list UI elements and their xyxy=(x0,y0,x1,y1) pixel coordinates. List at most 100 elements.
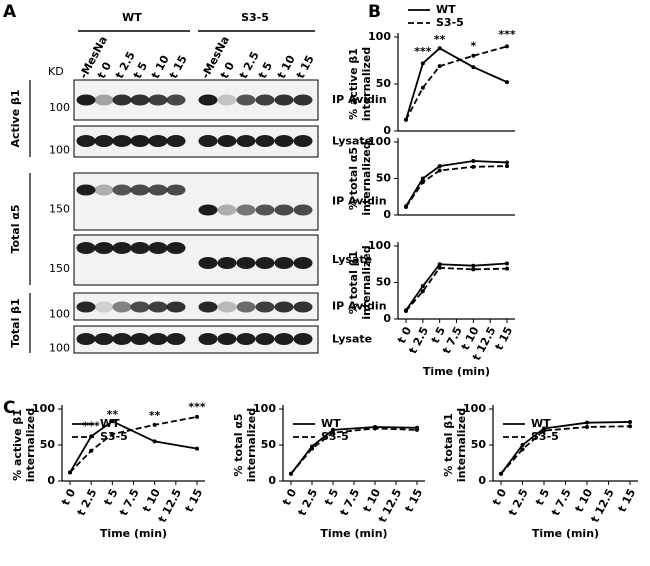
blot-band xyxy=(274,94,294,106)
series-line xyxy=(405,47,508,120)
y-tick-label: 50 xyxy=(376,77,392,90)
lane-label: t 15 xyxy=(294,53,317,81)
data-point xyxy=(404,204,408,209)
data-point xyxy=(437,164,442,169)
y-axis-label: internalized xyxy=(455,408,468,482)
data-point xyxy=(437,262,442,267)
blot-band xyxy=(255,204,275,216)
y-axis-label: internalized xyxy=(24,408,37,482)
lane-label: t 15 xyxy=(167,53,190,81)
blot-band xyxy=(217,333,237,345)
blot-band xyxy=(236,204,256,216)
y-tick-label: 50 xyxy=(376,276,392,289)
lane-label: t 10 xyxy=(275,53,298,81)
data-point xyxy=(373,426,377,431)
data-point xyxy=(289,471,293,476)
significance: ** xyxy=(107,408,119,421)
row-label: Active β1 xyxy=(9,89,22,147)
blot-band xyxy=(148,242,168,254)
data-point xyxy=(152,439,157,444)
blot-band xyxy=(274,333,294,345)
y-tick-label: 0 xyxy=(478,474,486,487)
blot-band xyxy=(198,333,218,345)
panel-label: B xyxy=(368,2,381,22)
x-tick-label: t 2.5 xyxy=(75,487,100,518)
blot-label: IP Avidin xyxy=(332,195,387,208)
data-point xyxy=(437,46,442,51)
data-point xyxy=(152,422,157,427)
panel-label: C xyxy=(3,398,15,418)
legend-label: S3-5 xyxy=(436,16,464,29)
data-point xyxy=(499,471,503,476)
series-line xyxy=(500,421,631,475)
x-tick-label: t 0 xyxy=(59,486,79,507)
x-tick-label: t 2.5 xyxy=(506,487,531,518)
blot-band xyxy=(76,333,96,345)
data-point xyxy=(585,420,589,425)
data-point xyxy=(420,61,425,66)
x-tick-label: t 15 xyxy=(492,325,515,353)
significance: *** xyxy=(498,28,516,41)
data-point xyxy=(195,446,199,451)
kd-marker: 150 xyxy=(49,203,70,216)
blot-band xyxy=(112,242,132,254)
blot-band xyxy=(293,94,313,106)
y-tick-label: 50 xyxy=(40,438,56,451)
data-point xyxy=(471,158,476,163)
blot-band xyxy=(255,135,275,147)
blot-box xyxy=(73,172,319,231)
data-point xyxy=(471,53,476,58)
y-axis-label: internalized xyxy=(360,47,373,121)
blot-band xyxy=(112,94,132,106)
blot-band xyxy=(293,257,313,269)
y-tick-label: 100 xyxy=(368,135,391,148)
blot-band xyxy=(236,333,256,345)
y-axis-label: internalized xyxy=(360,141,373,215)
y-tick-label: 0 xyxy=(383,124,391,137)
x-tick-label: t 7.5 xyxy=(549,487,574,518)
data-point xyxy=(437,265,442,270)
data-point xyxy=(505,266,509,271)
x-tick-label: t 5 xyxy=(322,487,341,508)
blot-band xyxy=(112,333,132,345)
lane-label: t 0 xyxy=(218,60,238,81)
blot-band xyxy=(274,204,294,216)
data-point xyxy=(542,428,546,433)
data-point xyxy=(505,164,509,169)
blot-band xyxy=(236,301,256,313)
group-label: WT xyxy=(122,11,142,24)
blot-band xyxy=(166,242,186,254)
data-point xyxy=(420,176,425,181)
blot-band xyxy=(76,94,96,106)
kd-marker: 100 xyxy=(49,144,70,157)
x-tick-label: t 0 xyxy=(280,486,300,507)
blot-band xyxy=(130,242,150,254)
legend-label: WT xyxy=(321,417,341,430)
blot-band xyxy=(293,204,313,216)
x-axis-label: Time (min) xyxy=(532,527,599,540)
blot-band xyxy=(293,135,313,147)
blot-band xyxy=(148,184,168,196)
data-point xyxy=(420,289,425,294)
blot-band xyxy=(112,301,132,313)
data-point xyxy=(331,430,335,435)
x-axis-label: Time (min) xyxy=(100,527,167,540)
lane-label: t 5 xyxy=(256,60,275,81)
data-point xyxy=(628,424,632,429)
legend-label: WT xyxy=(436,3,456,16)
data-point xyxy=(471,267,476,272)
y-tick-label: 100 xyxy=(463,402,486,415)
x-tick-label: t 7.5 xyxy=(117,487,142,518)
blot-band xyxy=(148,301,168,313)
x-axis-label: Time (min) xyxy=(320,527,387,540)
significance: ** xyxy=(149,409,161,422)
y-axis-label: % active β1 xyxy=(11,409,24,481)
blot-band xyxy=(293,333,313,345)
blot-band xyxy=(94,333,114,345)
series-line xyxy=(500,425,631,475)
kd-marker: 100 xyxy=(49,101,70,114)
kd-marker: 150 xyxy=(49,262,70,275)
x-tick-label: t 15 xyxy=(402,487,425,515)
data-point xyxy=(310,446,314,451)
